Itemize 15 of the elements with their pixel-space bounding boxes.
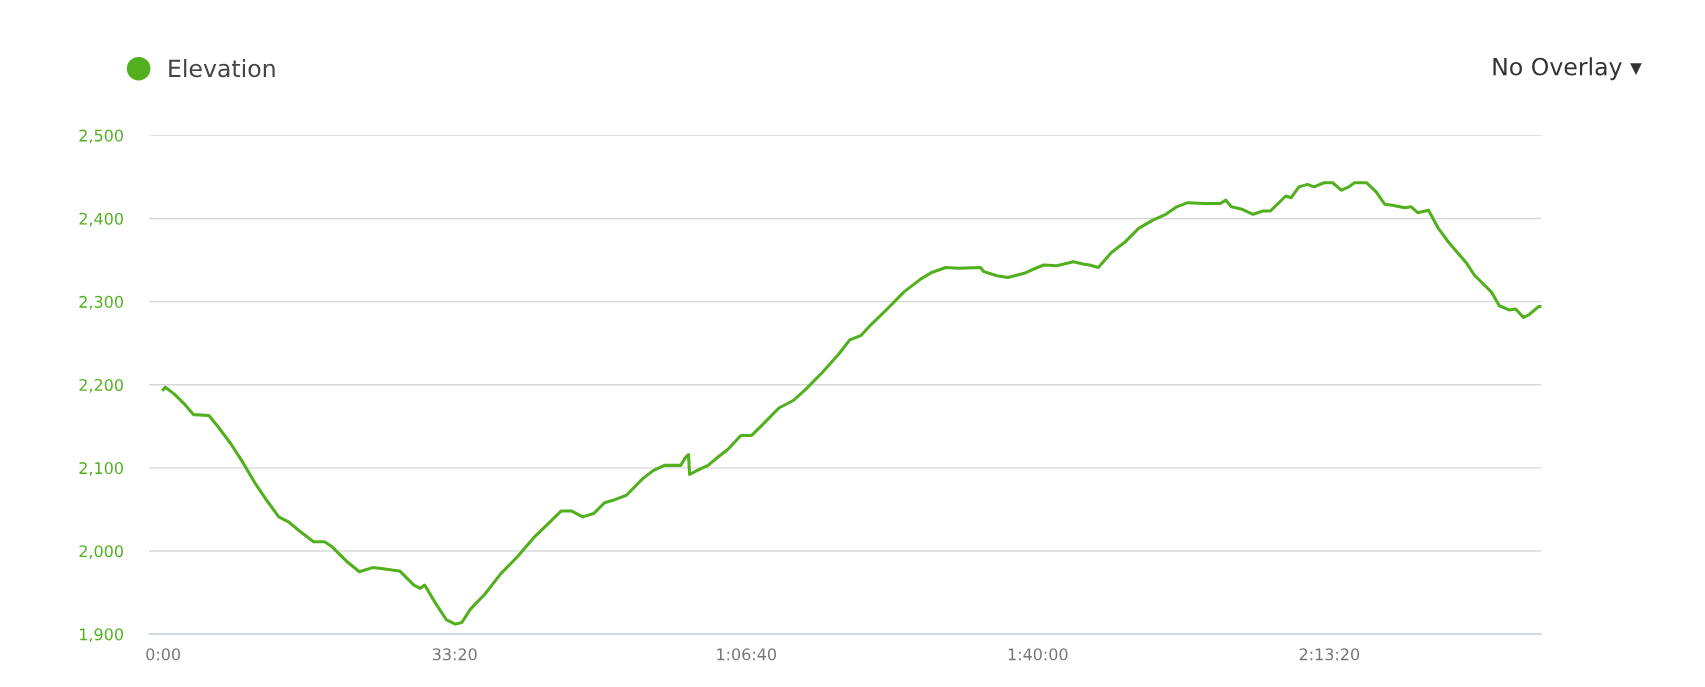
y-tick-label: 1,900 (80, 628, 123, 643)
legend-label: Elevation (169, 59, 275, 78)
x-tick-label: 1:06:40 (717, 648, 776, 661)
line-series (161, 181, 1542, 626)
x-tick-label: 2:13:20 (1299, 648, 1360, 661)
x-tick-label: 1:40:00 (1008, 648, 1068, 661)
text: No Overlay ▾ (1493, 57, 1642, 81)
y-tick-label: 2,500 (79, 129, 123, 144)
y-tick-label: 2,000 (79, 545, 123, 559)
x-tick-label: 33:20 (432, 648, 477, 661)
y-tick-label: 2,300 (79, 295, 123, 310)
y-tick-label: 2,400 (79, 212, 123, 227)
x-tick-label: 0:00 (146, 648, 181, 661)
y-tick-label: 2,200 (79, 378, 123, 393)
y-tick-label: 2,100 (79, 462, 123, 476)
